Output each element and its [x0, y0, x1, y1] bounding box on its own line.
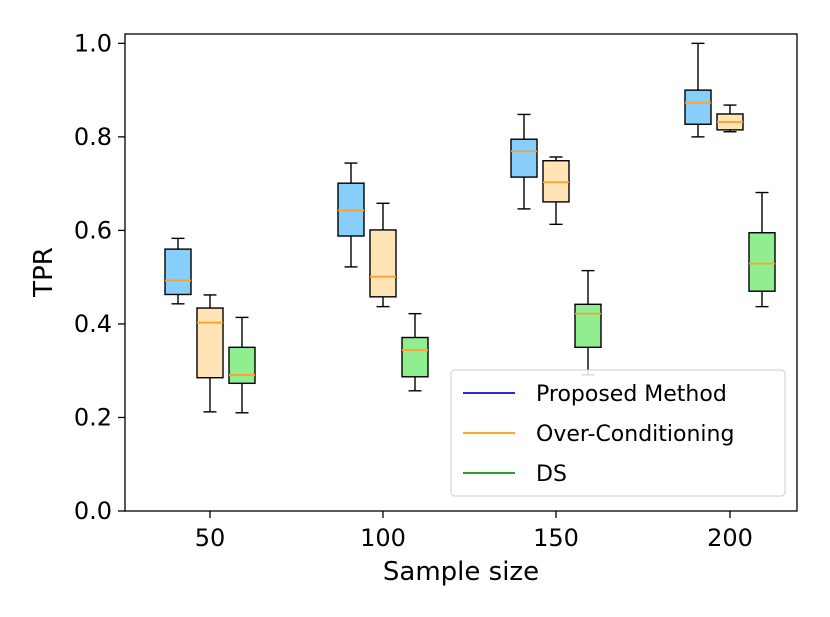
y-tick-label: 0.4: [74, 310, 112, 338]
box-proposed-method-100: [337, 162, 365, 268]
box-body: [542, 160, 570, 203]
legend-label-proposed-method: Proposed Method: [536, 382, 727, 407]
y-axis-label: TPR: [29, 247, 59, 298]
plot-frame: [124, 33, 798, 512]
box-ds-200: [748, 191, 776, 308]
legend-label-over-conditioning: Over-Conditioning: [536, 422, 734, 447]
y-tick-label: 0.6: [74, 216, 112, 244]
x-tick-label: 200: [707, 524, 753, 552]
box-over-conditioning-200: [716, 104, 744, 133]
box-over-conditioning-150: [542, 156, 570, 226]
x-tick-label: 150: [533, 524, 579, 552]
box-body: [228, 346, 256, 385]
box-body: [401, 336, 429, 378]
box-over-conditioning-100: [369, 202, 397, 308]
axes: 0.0 0.2 0.4 0.6 0.8 1.0 50 100 150 200: [74, 29, 753, 552]
y-tick-label: 0.0: [74, 497, 112, 525]
box-proposed-method-50: [164, 237, 192, 305]
box-proposed-method-200: [684, 42, 712, 138]
box-body: [196, 307, 224, 379]
x-tick-label: 100: [360, 524, 406, 552]
legend: Proposed Method Over-Conditioning DS: [450, 369, 786, 497]
box-body: [748, 232, 776, 292]
box-proposed-method-150: [510, 113, 538, 210]
box-body: [684, 89, 712, 125]
box-body: [369, 229, 397, 298]
box-ds-150: [574, 269, 602, 376]
box-ds-50: [228, 316, 256, 414]
box-body: [510, 138, 538, 178]
box-body: [574, 303, 602, 349]
x-tick-label: 50: [195, 524, 226, 552]
y-tick-label: 0.2: [74, 403, 112, 431]
y-tick-label: 0.8: [74, 123, 112, 151]
legend-label-ds: DS: [536, 462, 567, 487]
x-axis-label: Sample size: [383, 557, 539, 587]
legend-frame: [450, 369, 786, 497]
box-over-conditioning-50: [196, 294, 224, 413]
y-tick-label: 1.0: [74, 29, 112, 57]
plot-area: [164, 42, 776, 414]
box-body: [164, 248, 192, 296]
box-ds-100: [401, 312, 429, 392]
